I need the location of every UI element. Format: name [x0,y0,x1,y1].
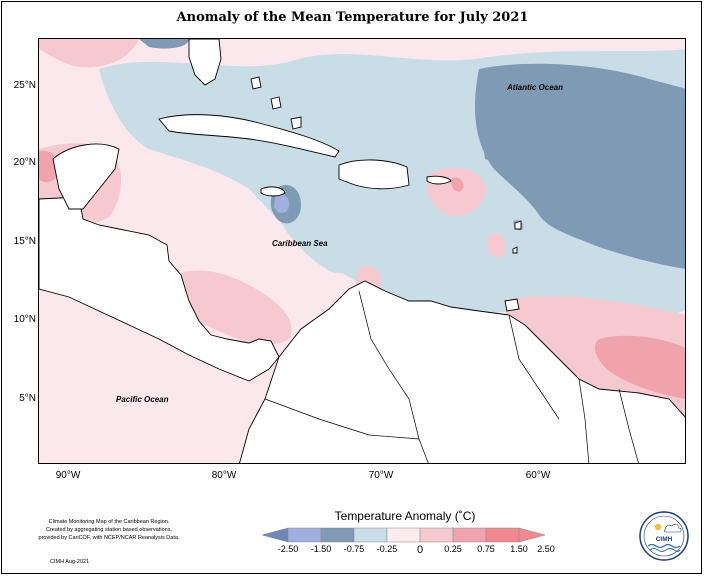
legend-segment-8 [485,527,520,543]
cimh-logo: CIMH [639,511,689,561]
logo-sun-icon [654,523,662,531]
border-guyana-suriname [578,378,590,463]
legend-tick-1: -2.50 [277,544,299,554]
lon-label-90w: 90°W [55,470,81,481]
land-yucatan [52,143,120,210]
land-cuba [158,114,340,158]
legend-segment-2 [287,527,322,543]
anomaly-strong-cool-jamaica [274,194,290,213]
anomaly-moderate-cool-top [139,39,189,49]
anomaly-warm-lesser-antilles [487,233,507,258]
land-jamaica [260,186,286,197]
legend-segment-1 [262,527,289,543]
land-central-america [39,196,280,382]
legend-tick-5: 0 [416,544,424,556]
legend-tick-8: 1.50 [510,544,528,554]
legend-tick-2: -1.50 [310,544,332,554]
logo-text: CIMH [656,536,673,543]
border-venezuela-guyana [508,314,560,420]
credit-date: CIMH Aug-2021 [50,559,90,565]
land-lesser-antilles-2 [512,246,518,254]
legend-tick-7: 0.75 [477,544,495,554]
country-borders [264,290,639,463]
logo-wave-icon-2 [649,548,681,552]
legend-segment-9 [518,527,546,543]
anomaly-strong-warm-pr [451,177,464,192]
caribbean-sea-label: Caribbean Sea [272,239,328,248]
lat-label-25n: 25°N [13,80,36,91]
land-florida [188,39,222,86]
atlantic-ocean-label: Atlantic Ocean [507,83,564,92]
land-bahamas-3 [290,116,302,130]
legend-segment-3 [320,527,355,543]
map-canvas [39,39,685,463]
credit-line-1: Climate Monitoring Map of the Caribbean … [48,519,170,525]
anomaly-map: Atlantic Ocean Caribbean Sea Pacific Oce… [38,38,686,464]
anomaly-strong-warm-east [594,335,685,399]
pacific-ocean-label: Pacific Ocean [116,395,169,404]
legend-title: Temperature Anomaly (˚C) [334,509,476,523]
legend-tick-4: -0.25 [376,544,398,554]
credit-text: Climate Monitoring Map of the Caribbean … [14,518,204,542]
land-bahamas-1 [250,76,262,90]
legend-tick-6: 0.25 [444,544,462,554]
legend-tick-9: 2.50 [537,544,555,554]
land-layer [39,39,685,463]
lon-label-70w: 70°W [368,470,394,481]
land-bahamas-2 [270,96,282,110]
lat-label-15n: 15°N [13,236,36,247]
land-puerto-rico [426,175,452,185]
lat-label-10n: 10°N [13,314,36,325]
land-trinidad [504,298,520,312]
border-colombia-venezuela [358,290,429,463]
anomaly-moderate-cool-region [474,63,685,269]
lon-label-60w: 60°W [525,470,551,481]
legend-tick-3: -0.75 [343,544,365,554]
lon-label-80w: 80°W [211,470,237,481]
credit-line-3: provided by CariCOF, with NCEP/NCAR Rean… [38,535,180,541]
border-colombia-south [264,398,420,440]
map-title: Anomaly of the Mean Temperature for July… [176,10,529,25]
border-suriname-guiana [618,388,639,463]
logo-cloud-icon [664,523,682,533]
anomaly-moderate-cool-small [484,147,509,162]
legend-segment-7 [452,527,487,543]
lat-label-20n: 20°N [13,157,36,168]
land-south-america [239,280,685,463]
logo-wave-icon [647,543,681,549]
land-hispaniola [338,159,410,190]
anomaly-warm-central [168,270,292,345]
logo-inner-ring [643,515,685,557]
legend-segment-4 [353,527,388,543]
legend-segment-6 [419,527,454,543]
legend-colorbar [262,527,546,543]
land-lesser-antilles-1 [514,220,522,230]
legend-segment-5 [386,527,421,543]
anomaly-warm-north [39,39,139,68]
lat-label-5n: 5°N [19,393,36,404]
credit-line-2: Created by aggregating station based obs… [46,527,172,533]
